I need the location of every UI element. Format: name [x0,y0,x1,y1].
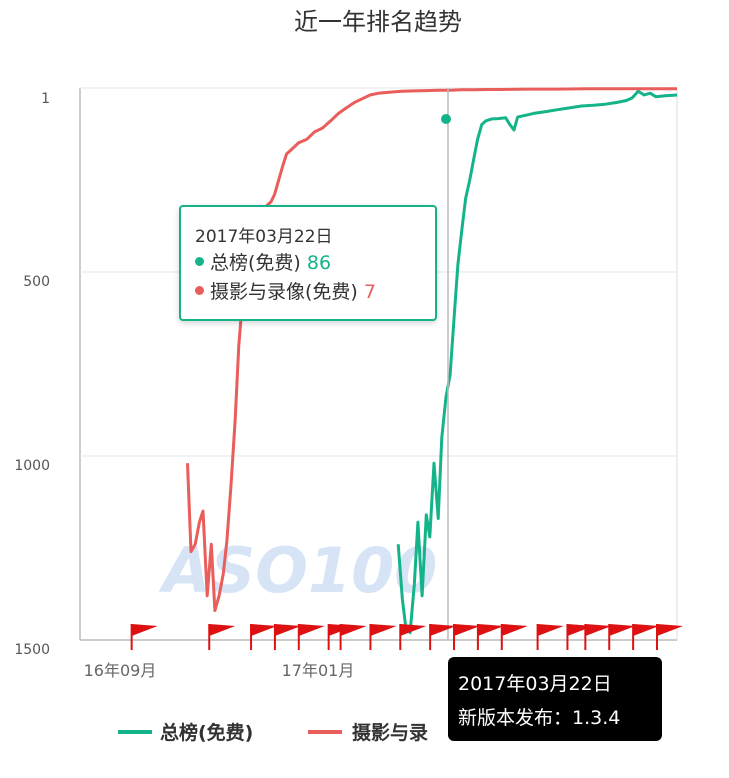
tooltip-dot-photo [195,286,204,295]
release-flag-11[interactable] [476,624,504,650]
release-flag-icon [501,624,528,636]
y-tick-label-1500: 1500 [14,642,50,658]
release-flag-12[interactable] [500,624,528,650]
legend-label-total: 总榜(免费) [160,721,253,744]
release-flag-7[interactable] [369,624,397,650]
tooltip-value-photo: 7 [363,281,376,303]
release-flag-3[interactable] [273,624,301,650]
legend-item-photo[interactable]: 摄影与录 [308,721,428,744]
release-flag-icon [657,624,683,636]
release-flag-icon [537,624,564,636]
legend-item-total[interactable]: 总榜(免费) [118,721,253,744]
release-flag-2[interactable] [250,624,278,650]
release-flag-icon [400,624,427,636]
release-flag-icon [251,624,278,636]
series-line-total [396,89,678,635]
release-flag-17[interactable] [632,624,660,650]
release-tooltip-text: 新版本发布：1.3.4 [458,707,621,729]
release-flag-8[interactable] [399,624,427,650]
y-tick-label-1: 1 [41,91,50,107]
release-flag-icon [340,624,367,636]
series-layer [186,87,678,635]
x-tick-label-16-09: 16年09月 [84,661,157,680]
release-flags [130,624,683,650]
y-tick-label-1000: 1000 [14,458,50,474]
tooltip-label-total: 总榜(免费) [210,252,301,274]
release-flag-icon [585,624,612,636]
release-flag-icon [430,624,457,636]
release-flag-1[interactable] [208,624,236,650]
release-flag-0[interactable] [130,624,158,650]
legend-label-photo: 摄影与录 [352,721,428,744]
watermark-text: ASO100 [158,534,438,607]
series-line-photo [186,87,677,612]
release-flag-9[interactable] [429,624,457,650]
release-flag-16[interactable] [608,624,636,650]
release-flag-icon [454,624,481,636]
legend: 总榜(免费) 摄影与录 [118,721,428,744]
plot-area [79,87,678,641]
release-flag-icon [131,624,158,636]
tooltip-dot-total [195,257,204,266]
release-flag-icon [298,624,325,636]
release-flag-4[interactable] [297,624,325,650]
hover-tooltip: 2017年03月22日 总榜(免费) 86 摄影与录像(免费) 7 [179,205,437,321]
tooltip-row-photo: 摄影与录像(免费) 7 [195,278,435,307]
crosshair-point-total [441,114,451,124]
tooltip-value-total: 86 [306,252,332,274]
release-flag-icon [477,624,504,636]
release-flag-10[interactable] [453,624,481,650]
release-flag-icon [209,624,236,636]
tooltip-label-photo: 摄影与录像(免费) [210,281,358,303]
release-flag-icon [609,624,636,636]
tooltip-row-total: 总榜(免费) 86 [195,249,435,278]
release-flag-13[interactable] [536,624,564,650]
x-tick-label-17-01: 17年01月 [282,661,355,680]
release-flag-6[interactable] [339,624,367,650]
release-flag-18[interactable] [656,624,683,650]
release-flag-icon [274,624,301,636]
release-tooltip-date: 2017年03月22日 [458,673,612,695]
tooltip-date: 2017年03月22日 [195,227,333,247]
release-tooltip: 2017年03月22日 新版本发布：1.3.4 [448,657,662,741]
release-flag-icon [633,624,660,636]
chart-title: 近一年排名趋势 [294,8,462,36]
release-flag-icon [370,624,397,636]
y-tick-label-500: 500 [23,274,50,290]
release-flag-15[interactable] [584,624,612,650]
